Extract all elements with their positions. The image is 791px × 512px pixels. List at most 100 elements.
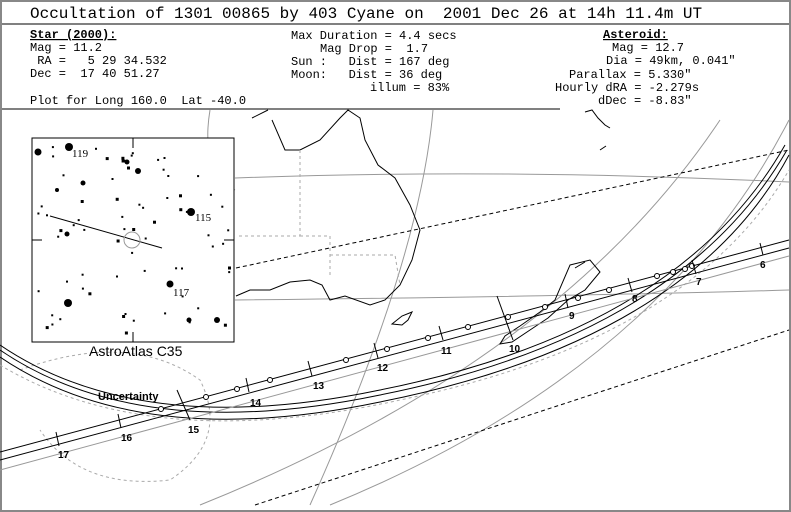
asteroid-heading: Asteroid:: [603, 28, 668, 42]
hour-label: 13: [313, 381, 325, 392]
star: [131, 152, 134, 155]
hour-label: 10: [509, 344, 521, 355]
star: [166, 197, 169, 199]
star: [123, 228, 126, 231]
star: [127, 166, 130, 170]
dashed-limit: [254, 329, 790, 506]
star-label: 119: [72, 148, 89, 160]
star: [59, 318, 62, 321]
star: [57, 235, 60, 238]
star: [121, 156, 125, 160]
star: [116, 275, 118, 278]
star: [121, 159, 125, 163]
asteroid-line: dDec = -8.83": [598, 94, 692, 108]
asteroid-line: Dia = 49km, 0.041": [606, 54, 736, 68]
dashed-limit: [235, 149, 790, 269]
star-chart: 119 115 117: [31, 137, 235, 343]
star: [142, 206, 145, 209]
star-line: RA = 5 29 34.532: [30, 54, 167, 68]
star: [164, 312, 167, 315]
star: [130, 154, 133, 157]
star: [157, 158, 160, 161]
star: [88, 292, 92, 296]
star: [66, 280, 68, 283]
star: [179, 194, 182, 198]
star: [132, 319, 135, 322]
star-label: 117: [173, 287, 190, 299]
coastline: [235, 109, 611, 345]
star-line: Mag = 11.2: [30, 41, 102, 55]
star: [95, 147, 97, 150]
hour-label: 17: [58, 450, 70, 461]
star: [197, 175, 200, 178]
star: [115, 197, 119, 201]
star: [81, 273, 84, 276]
star: [111, 178, 114, 180]
star: [83, 228, 86, 231]
star: [62, 174, 65, 177]
star: [59, 229, 63, 233]
star: [221, 205, 224, 208]
asteroid-line: Hourly dRA = -2.279s: [555, 81, 699, 95]
hour-ticks: [55, 242, 764, 447]
plot-note: Plot for Long 160.0 Lat -40.0: [30, 94, 246, 108]
chart-caption: AstroAtlas C35: [89, 343, 183, 359]
star: [80, 200, 84, 203]
star: [124, 313, 127, 315]
star: [188, 321, 191, 324]
star: [81, 287, 84, 290]
hour-label: 8: [632, 294, 638, 305]
asteroid-line: Parallax = 5.330": [569, 68, 691, 82]
star: [227, 229, 230, 232]
star: [211, 245, 214, 248]
star: [228, 271, 231, 274]
star: [138, 203, 141, 206]
star: [223, 323, 227, 327]
star: [105, 157, 109, 161]
star: [197, 307, 200, 310]
star: [45, 326, 49, 330]
star: [124, 331, 128, 335]
star: [143, 269, 146, 272]
event-line: Moon: Dist = 36 deg: [291, 68, 442, 82]
event-line: Mag Drop = 1.7: [320, 42, 428, 56]
star: [131, 251, 134, 254]
star: [132, 228, 136, 231]
star: [51, 323, 54, 326]
star: [37, 212, 40, 215]
star: [121, 215, 124, 218]
star: [222, 242, 225, 245]
star: [116, 239, 120, 243]
star: [72, 224, 75, 227]
event-line: Max Duration = 4.4 secs: [291, 29, 457, 43]
star-heading: Star (2000):: [30, 28, 116, 42]
star: [179, 208, 183, 212]
event-line: Sun : Dist = 167 deg: [291, 55, 449, 69]
star: [46, 214, 48, 217]
hour-label: 11: [441, 346, 452, 357]
star: [185, 210, 188, 213]
star: [181, 267, 183, 270]
star: [122, 315, 126, 318]
star: [207, 234, 210, 237]
hour-label: 14: [250, 398, 262, 409]
star: [144, 237, 147, 240]
star: [40, 205, 43, 208]
hour-label: 6: [760, 260, 766, 271]
hour-label: 9: [569, 311, 575, 322]
star: [77, 219, 80, 222]
hour-label: 15: [188, 425, 200, 436]
star: [163, 157, 166, 159]
star: [209, 193, 212, 196]
star: [51, 146, 54, 149]
star-label: 115: [195, 212, 212, 224]
star-line: Dec = 17 40 51.27: [30, 67, 160, 81]
asteroid-line: Mag = 12.7: [612, 41, 684, 55]
uncertainty-label: Uncertainty: [98, 391, 159, 403]
star: [153, 220, 156, 224]
star: [175, 267, 178, 270]
title: Occultation of 1301 00865 by 403 Cyane o…: [30, 5, 702, 23]
hour-label: 16: [121, 433, 133, 444]
limb: [0, 144, 790, 422]
